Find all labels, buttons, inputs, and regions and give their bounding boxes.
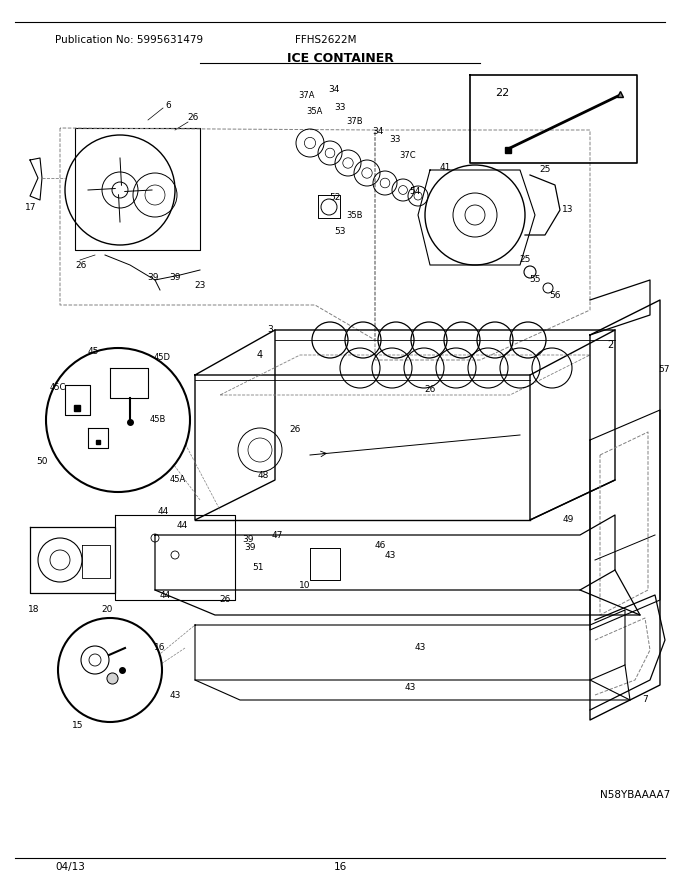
Text: 48: 48 — [257, 471, 269, 480]
Text: 53: 53 — [335, 228, 345, 237]
Text: 39: 39 — [242, 536, 254, 545]
Text: 44: 44 — [176, 520, 188, 530]
Circle shape — [46, 348, 190, 492]
Text: 18: 18 — [28, 605, 39, 614]
Text: 15: 15 — [72, 721, 84, 730]
Text: 56: 56 — [549, 290, 561, 299]
Text: 35B: 35B — [347, 210, 363, 219]
Text: 33: 33 — [389, 136, 401, 144]
Text: 51: 51 — [252, 563, 264, 573]
Text: 25: 25 — [539, 165, 551, 174]
Text: 55: 55 — [529, 275, 541, 284]
Text: 35A: 35A — [306, 107, 322, 116]
Text: 2: 2 — [607, 340, 613, 350]
Text: 45A: 45A — [170, 475, 186, 485]
Text: 39: 39 — [244, 544, 256, 553]
Text: 44: 44 — [159, 590, 171, 599]
Text: 26: 26 — [187, 114, 199, 122]
Text: 43: 43 — [384, 551, 396, 560]
Text: 20: 20 — [101, 605, 113, 614]
Text: 43: 43 — [405, 684, 415, 693]
Text: 43: 43 — [169, 691, 181, 700]
Text: 23: 23 — [194, 281, 205, 290]
Text: 10: 10 — [299, 581, 311, 590]
Text: 49: 49 — [562, 516, 574, 524]
Text: 37B: 37B — [347, 118, 363, 127]
Text: 33: 33 — [335, 104, 345, 113]
Text: 37C: 37C — [400, 150, 416, 159]
Text: 43: 43 — [414, 643, 426, 652]
Text: 50: 50 — [36, 458, 48, 466]
Text: 44: 44 — [157, 508, 169, 517]
Text: 26: 26 — [289, 426, 301, 435]
Text: 37A: 37A — [298, 91, 314, 99]
Text: N58YBAAAA7: N58YBAAAA7 — [600, 790, 670, 800]
Text: 47: 47 — [271, 531, 283, 539]
Text: 45D: 45D — [154, 354, 171, 363]
Text: 46: 46 — [374, 540, 386, 549]
Text: 34: 34 — [328, 85, 339, 94]
Text: 26: 26 — [75, 260, 86, 269]
Text: 13: 13 — [562, 206, 573, 215]
Circle shape — [58, 618, 162, 722]
Text: 34: 34 — [373, 128, 384, 136]
Text: 39: 39 — [169, 274, 181, 282]
Text: 6: 6 — [165, 100, 171, 109]
Text: 16: 16 — [333, 862, 347, 872]
Text: 26: 26 — [424, 385, 436, 394]
Text: 45B: 45B — [150, 415, 166, 424]
Text: FFHS2622M: FFHS2622M — [295, 35, 356, 45]
Text: 52: 52 — [329, 194, 341, 202]
Text: 3: 3 — [267, 326, 273, 334]
Text: 54: 54 — [409, 187, 421, 196]
Text: ICE CONTAINER: ICE CONTAINER — [286, 52, 394, 65]
Text: 41: 41 — [439, 164, 451, 172]
Text: 25: 25 — [520, 255, 530, 265]
Text: 04/13: 04/13 — [55, 862, 85, 872]
Text: Publication No: 5995631479: Publication No: 5995631479 — [55, 35, 203, 45]
Text: 7: 7 — [642, 695, 648, 705]
Text: 39: 39 — [148, 274, 158, 282]
Text: 45: 45 — [88, 348, 99, 356]
Text: 57: 57 — [658, 365, 670, 375]
Text: 17: 17 — [25, 203, 37, 212]
Text: 45C: 45C — [50, 384, 66, 392]
Text: 4: 4 — [257, 350, 263, 360]
Text: 22: 22 — [495, 88, 509, 98]
Text: 16: 16 — [154, 643, 166, 652]
Text: 26: 26 — [220, 596, 231, 605]
